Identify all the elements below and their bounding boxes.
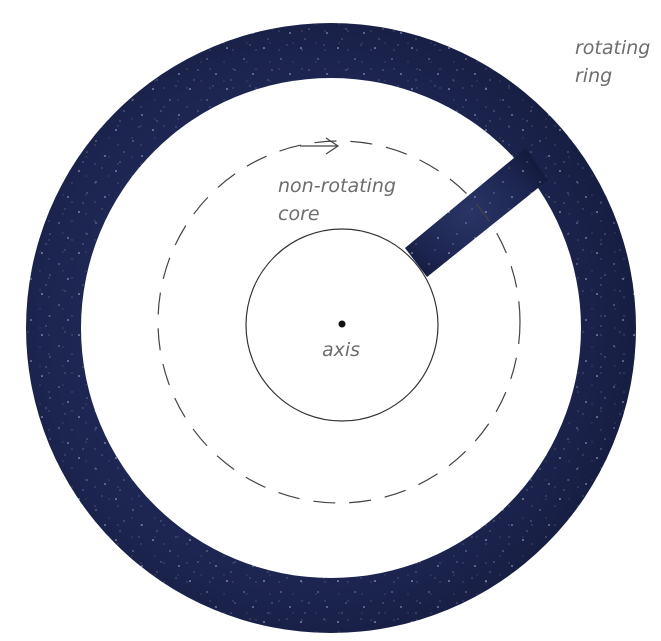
label-line: ring (575, 65, 612, 87)
axis-dot (338, 320, 346, 328)
label-line: rotating (575, 37, 650, 59)
rotation-path (157, 140, 521, 504)
label-line: non-rotating (278, 175, 396, 197)
core-label: non-rotating core (278, 175, 396, 225)
label-line: core (278, 203, 320, 225)
spoke (405, 148, 548, 277)
ring-label: rotating ring (575, 37, 650, 87)
axis-label: axis (322, 339, 360, 361)
rotation-arrow (300, 137, 340, 155)
